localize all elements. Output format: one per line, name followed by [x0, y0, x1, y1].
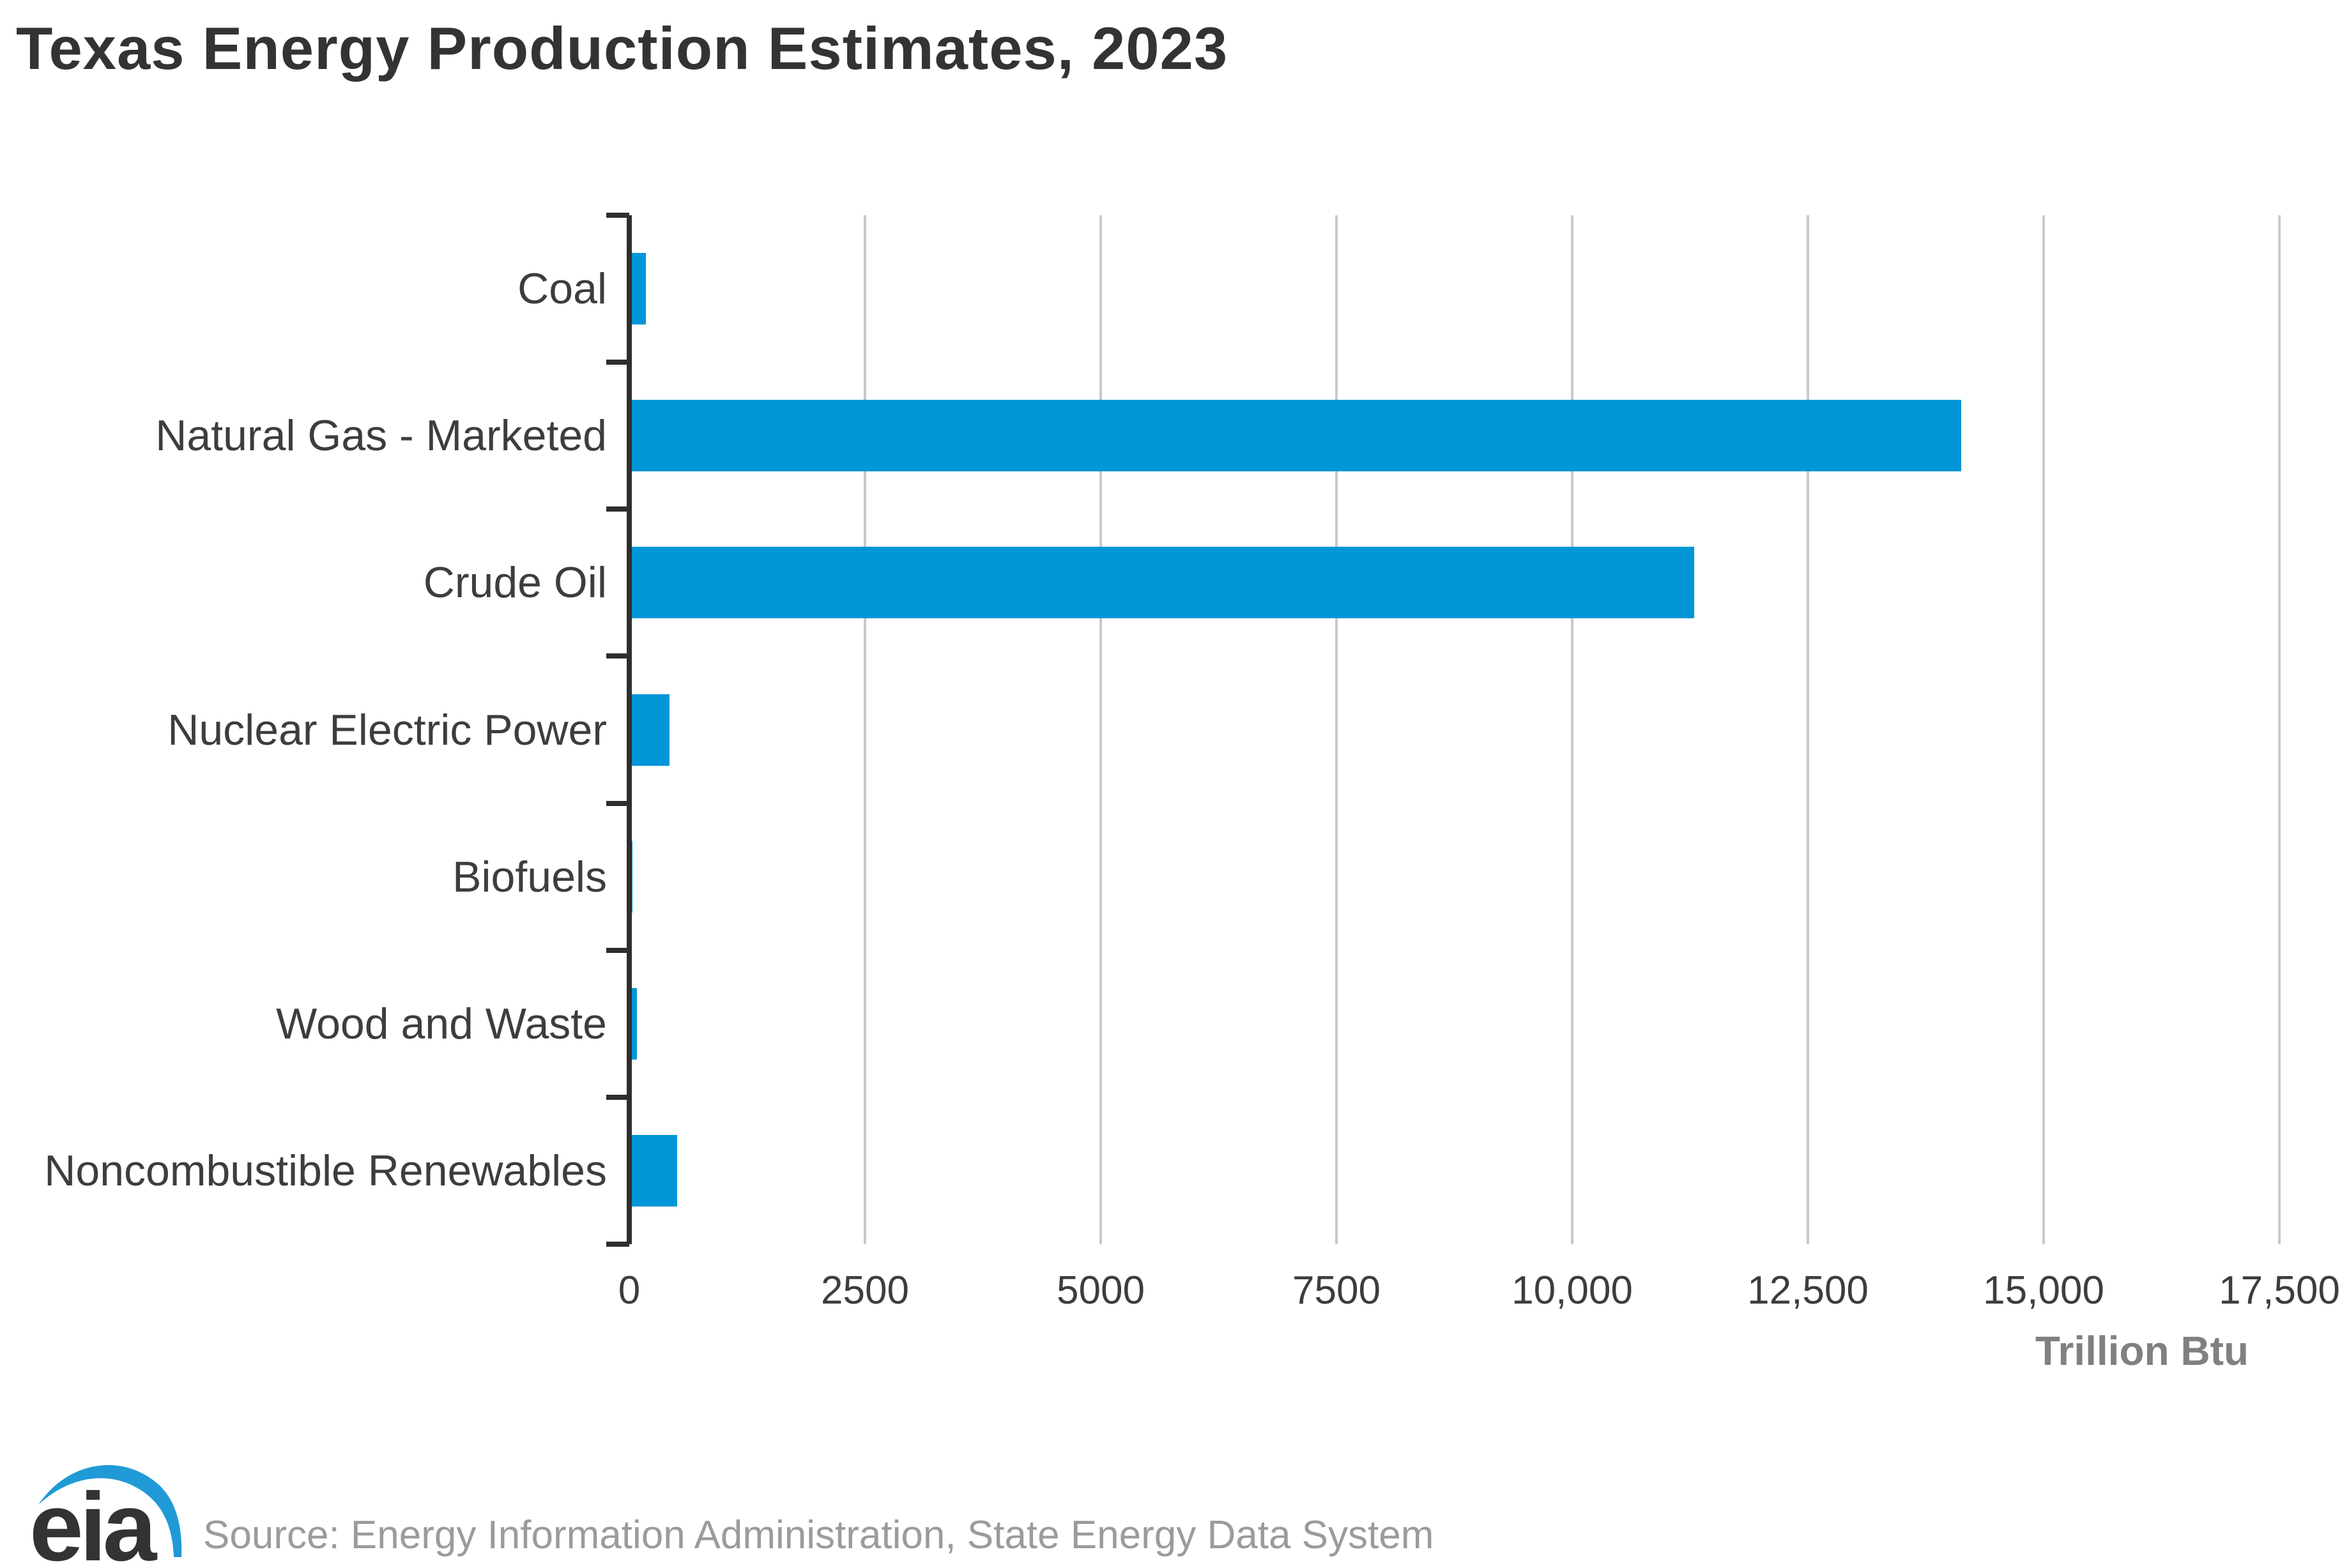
gridline	[2278, 215, 2281, 1244]
x-tick-label: 15,000	[1983, 1268, 2104, 1313]
y-axis-tick	[606, 1242, 629, 1247]
eia-logo: eia	[33, 1465, 182, 1564]
x-tick-label: 5000	[1057, 1268, 1145, 1313]
eia-logo-text: eia	[33, 1473, 158, 1564]
category-label: Nuclear Electric Power	[167, 705, 607, 754]
gridline	[1807, 215, 1809, 1244]
chart-title: Texas Energy Production Estimates, 2023	[16, 15, 1228, 82]
y-axis-tick	[606, 800, 629, 806]
y-axis-tick	[606, 506, 629, 512]
x-tick-label: 7500	[1292, 1268, 1381, 1313]
x-tick-label: 2500	[821, 1268, 909, 1313]
y-axis-line	[627, 215, 632, 1244]
category-label: Noncombustible Renewables	[44, 1146, 607, 1195]
category-label: Crude Oil	[423, 558, 607, 607]
x-tick-label: 12,500	[1747, 1268, 1869, 1313]
gridline	[1335, 215, 1338, 1244]
x-axis-title: Trillion Btu	[2035, 1328, 2249, 1374]
y-axis-tick	[606, 1094, 629, 1100]
bar	[632, 547, 1694, 619]
x-tick-label: 17,500	[2219, 1268, 2340, 1313]
x-tick-label: 0	[618, 1268, 641, 1313]
category-label: Wood and Waste	[276, 999, 607, 1048]
y-axis-tick	[606, 360, 629, 365]
bar	[632, 400, 1961, 472]
eia-logo-swoosh	[38, 1465, 182, 1557]
x-tick-label: 10,000	[1512, 1268, 1633, 1313]
gridline	[2042, 215, 2045, 1244]
gridline	[1099, 215, 1102, 1244]
bar	[632, 987, 637, 1060]
y-axis-tick	[606, 213, 629, 218]
gridline	[864, 215, 866, 1244]
bar	[632, 1134, 677, 1206]
bar	[632, 253, 646, 325]
category-label: Natural Gas - Marketed	[155, 411, 607, 461]
source-text: Source: Energy Information Administratio…	[203, 1513, 1434, 1557]
category-label: Biofuels	[452, 852, 607, 901]
category-label: Coal	[517, 264, 607, 314]
y-axis-tick	[606, 653, 629, 659]
bar	[632, 694, 670, 766]
gridline	[1571, 215, 1573, 1244]
y-axis-tick	[606, 947, 629, 953]
